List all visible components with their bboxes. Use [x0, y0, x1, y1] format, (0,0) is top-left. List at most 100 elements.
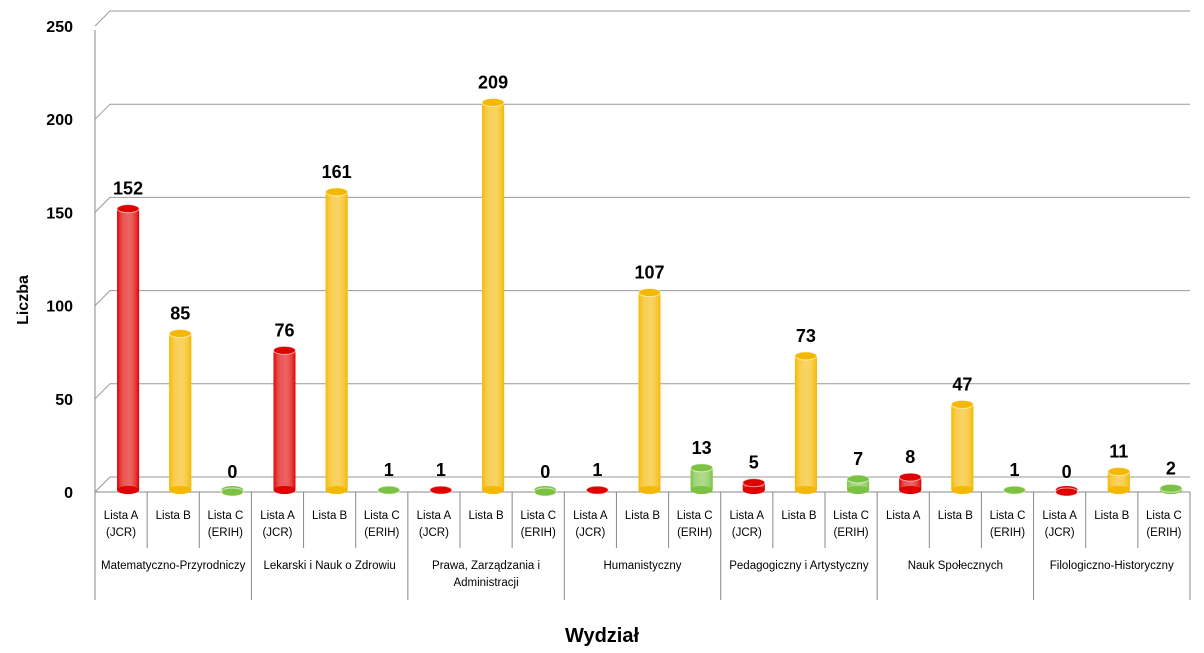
grid-line	[94, 476, 1190, 493]
bar	[377, 485, 401, 495]
bar-bottom	[482, 486, 505, 494]
bar-top	[1107, 466, 1131, 476]
bar-bottom	[742, 486, 765, 494]
y-tick-label: 100	[46, 299, 73, 316]
bar-top	[1003, 485, 1026, 495]
value-label: 0	[1062, 462, 1072, 482]
x-tick-label: Lista C (ERIH)	[1146, 510, 1182, 539]
group-label: Pedagogiczny i Artystyczny	[729, 560, 869, 572]
bar	[481, 97, 505, 494]
value-label: 8	[905, 447, 915, 467]
bar-bottom	[690, 486, 713, 494]
bar-top	[533, 487, 557, 497]
x-tick-label: Lista A (JCR)	[416, 510, 452, 539]
bar-bottom	[273, 486, 296, 494]
bar	[1107, 466, 1131, 494]
group-label: Lekarski i Nauk o Zdrowiu	[263, 560, 396, 572]
bar-shade	[638, 292, 661, 490]
value-label: 1	[1009, 460, 1019, 480]
bar	[116, 204, 140, 494]
value-label: 0	[540, 462, 550, 482]
value-label: 1	[436, 460, 446, 480]
y-tick-label: 200	[46, 112, 73, 129]
bar-shade	[847, 478, 870, 490]
bar-top	[898, 472, 922, 482]
bar-top	[273, 345, 296, 355]
bar-top	[220, 487, 244, 497]
x-tick-label: Lista C (ERIH)	[989, 510, 1026, 539]
value-label: 7	[853, 449, 863, 469]
y-tick-label: 250	[46, 19, 73, 36]
group-label: Matematyczno-Przyrodniczy	[100, 560, 246, 572]
x-tick-label: Lista C (ERIH)	[207, 510, 244, 539]
bar	[585, 485, 609, 495]
bar-bottom	[951, 486, 974, 494]
group-label: Filologiczno-Historyczny	[1049, 560, 1174, 572]
x-tick-label: Lista A (JCR)	[260, 510, 295, 539]
value-label: 209	[478, 72, 508, 92]
bar-bottom	[794, 486, 817, 494]
bar-bottom	[117, 486, 140, 494]
bar-top	[1055, 487, 1079, 497]
bar-shade	[690, 467, 713, 490]
value-label: 107	[634, 263, 664, 283]
value-label: 5	[749, 453, 759, 473]
bar-shade	[794, 355, 817, 490]
bar-top	[168, 329, 192, 339]
x-tick-label: Lista B	[1094, 510, 1130, 522]
bar	[794, 351, 818, 494]
bar-top	[950, 399, 974, 409]
bar-shade	[482, 102, 505, 490]
group-label: Nauk Społecznych	[907, 560, 1003, 572]
bar	[950, 399, 974, 494]
bar-top	[377, 485, 401, 495]
bar-shade	[325, 191, 348, 490]
bar-bottom	[638, 486, 661, 494]
x-tick-label: Lista A (JCR)	[1042, 510, 1077, 539]
bar-shade	[1107, 471, 1130, 490]
x-tick-label: Lista B	[312, 510, 348, 522]
bar	[638, 288, 661, 494]
bar-bottom	[325, 486, 348, 494]
bar	[168, 329, 192, 494]
bar	[325, 187, 349, 494]
y-axis-title: Liczba	[15, 275, 32, 325]
x-tick-label: Lista B	[468, 510, 504, 522]
y-tick-label: 150	[46, 205, 73, 222]
x-tick-label: Lista A (JCR)	[729, 510, 765, 539]
bar-shade	[951, 404, 974, 490]
bar-top	[794, 351, 818, 361]
bar-bottom	[899, 486, 922, 494]
bar	[1159, 483, 1183, 494]
bar	[690, 463, 714, 494]
x-tick-label: Lista B	[155, 510, 191, 522]
x-tick-label: Lista B	[937, 510, 973, 522]
bar-top	[325, 187, 349, 197]
bar-top	[116, 204, 140, 214]
x-tick-label: Lista C (ERIH)	[676, 510, 713, 539]
value-label: 76	[274, 320, 294, 340]
bar-top	[585, 485, 609, 495]
bar-bottom	[169, 486, 192, 494]
bar	[533, 486, 557, 497]
value-label: 2	[1166, 458, 1176, 478]
value-label: 152	[113, 179, 143, 199]
bar	[273, 345, 296, 494]
grid-line	[94, 10, 1190, 27]
group-label: Humanistyczny	[603, 560, 682, 572]
y-tick-label: 50	[55, 392, 73, 409]
group-label: Prawa, Zarządzania i Administracji	[432, 560, 541, 589]
bar-shade	[273, 350, 296, 490]
bar-top	[638, 288, 661, 298]
x-tick-label: Lista A	[885, 510, 921, 522]
bar	[898, 472, 922, 494]
x-tick-label: Lista B	[781, 510, 817, 522]
bar	[742, 478, 766, 494]
bar-top	[1159, 483, 1183, 493]
bar-shade	[169, 333, 192, 490]
bar	[1055, 486, 1079, 497]
bar-shade	[117, 208, 140, 490]
value-label: 85	[170, 304, 190, 324]
